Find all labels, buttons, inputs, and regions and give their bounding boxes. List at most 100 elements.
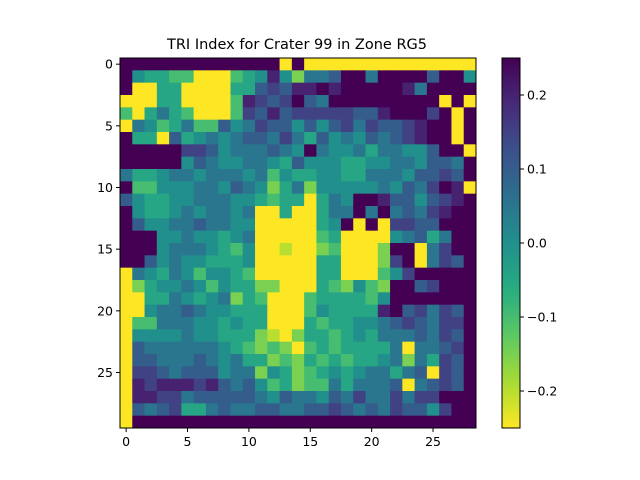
heatmap-cell xyxy=(439,366,452,380)
heatmap-cell xyxy=(230,415,244,429)
heatmap-cell xyxy=(316,169,330,182)
heatmap-cell xyxy=(451,119,465,133)
heatmap-cell xyxy=(205,378,219,392)
heatmap-cell xyxy=(120,70,133,84)
heatmap-cell xyxy=(218,144,231,158)
heatmap-cell xyxy=(340,329,354,343)
heatmap-cell xyxy=(132,255,145,269)
heatmap-cell xyxy=(255,391,268,404)
heatmap-cell xyxy=(279,107,293,121)
heatmap-cell xyxy=(451,82,465,96)
heatmap-cell xyxy=(267,243,280,256)
heatmap-cell xyxy=(390,391,403,404)
heatmap-cell xyxy=(340,378,354,392)
heatmap-cell xyxy=(255,169,268,182)
heatmap-cell xyxy=(144,70,158,84)
heatmap-cell xyxy=(328,119,342,133)
heatmap-cell xyxy=(169,267,182,281)
heatmap-cell xyxy=(169,243,182,256)
heatmap-cell xyxy=(169,366,182,380)
heatmap-cell xyxy=(328,206,342,219)
heatmap-cell xyxy=(463,181,477,195)
heatmap-cell xyxy=(255,317,268,330)
heatmap-cell xyxy=(402,341,416,355)
heatmap-cell xyxy=(402,267,416,281)
heatmap-cell xyxy=(316,354,330,367)
heatmap-cell xyxy=(390,156,403,170)
heatmap-cell xyxy=(439,70,452,84)
heatmap-cell xyxy=(414,169,428,182)
heatmap-cell xyxy=(291,181,305,195)
y-tick-label: 0 xyxy=(105,57,113,72)
heatmap-cell xyxy=(304,70,317,84)
heatmap-cell xyxy=(279,206,293,219)
heatmap-cell xyxy=(402,181,416,195)
heatmap-cell xyxy=(242,95,256,108)
y-tick-label: 20 xyxy=(97,303,113,318)
heatmap-cell xyxy=(120,280,133,293)
heatmap-cell xyxy=(291,341,305,355)
heatmap-cell xyxy=(255,378,268,392)
heatmap-cell xyxy=(230,317,244,330)
heatmap-cell xyxy=(402,119,416,133)
heatmap-cell xyxy=(365,107,379,121)
heatmap-cell xyxy=(120,267,133,281)
heatmap-cell xyxy=(267,119,280,133)
heatmap-cell xyxy=(439,329,452,343)
heatmap-cell xyxy=(365,354,379,367)
heatmap-cell xyxy=(451,132,465,145)
heatmap-cell xyxy=(390,82,403,96)
heatmap-cell xyxy=(390,70,403,84)
heatmap-cell xyxy=(402,403,416,417)
heatmap-cell xyxy=(402,329,416,343)
heatmap-cell xyxy=(181,304,195,318)
heatmap-cell xyxy=(390,378,403,392)
heatmap-cell xyxy=(120,329,133,343)
heatmap-cell xyxy=(377,267,391,281)
heatmap-cell xyxy=(426,280,440,293)
heatmap-cell xyxy=(120,391,133,404)
heatmap-cell xyxy=(353,329,366,343)
heatmap-cell xyxy=(451,243,465,256)
heatmap-cell xyxy=(390,206,403,219)
heatmap-cell xyxy=(242,107,256,121)
heatmap-cell xyxy=(267,181,280,195)
heatmap-cell xyxy=(156,366,170,380)
heatmap-cell xyxy=(120,156,133,170)
heatmap-cell xyxy=(390,415,403,429)
heatmap-cell xyxy=(144,119,158,133)
heatmap-cell xyxy=(218,317,231,330)
heatmap-cell xyxy=(340,230,354,244)
heatmap-cell xyxy=(451,255,465,269)
heatmap-cell xyxy=(267,132,280,145)
heatmap-cell xyxy=(291,378,305,392)
heatmap-cell xyxy=(279,243,293,256)
heatmap-cell xyxy=(414,415,428,429)
heatmap-cell xyxy=(304,132,317,145)
heatmap-cell xyxy=(230,70,244,84)
heatmap-cell xyxy=(390,304,403,318)
heatmap-cell xyxy=(316,366,330,380)
heatmap-cell xyxy=(463,95,477,108)
heatmap-cell xyxy=(328,280,342,293)
heatmap-cell xyxy=(304,341,317,355)
heatmap-cell xyxy=(267,95,280,108)
heatmap-cell xyxy=(181,144,195,158)
heatmap-cell xyxy=(377,280,391,293)
heatmap-cell xyxy=(255,341,268,355)
heatmap-cell xyxy=(426,82,440,96)
heatmap-cell xyxy=(304,206,317,219)
heatmap-cell xyxy=(132,304,145,318)
heatmap-cell xyxy=(205,317,219,330)
heatmap-cell xyxy=(291,107,305,121)
heatmap-cell xyxy=(426,329,440,343)
y-tick-label: 10 xyxy=(97,180,113,195)
heatmap-cell xyxy=(340,280,354,293)
heatmap-cell xyxy=(365,403,379,417)
heatmap-cell xyxy=(156,218,170,232)
heatmap-cell xyxy=(316,280,330,293)
heatmap-cell xyxy=(193,415,207,429)
heatmap-cell xyxy=(353,255,366,269)
heatmap-cell xyxy=(451,193,465,207)
heatmap-cell xyxy=(377,243,391,256)
